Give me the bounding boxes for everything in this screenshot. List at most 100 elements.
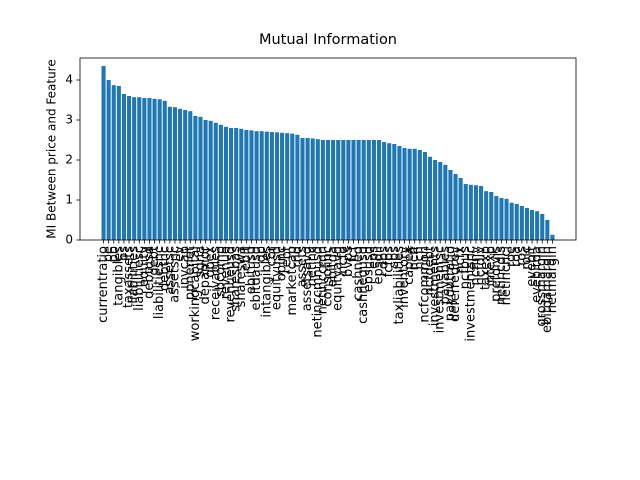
x-tick-label: cashnequsd	[356, 246, 371, 324]
x-tick-label: netmargin	[545, 246, 560, 313]
bar	[305, 138, 310, 240]
bar	[458, 178, 463, 240]
bar	[193, 116, 198, 240]
x-tick-label: ncfo	[336, 246, 351, 274]
x-tick-label: cashneq	[351, 246, 366, 301]
bar	[540, 214, 545, 240]
bar	[300, 138, 305, 240]
bar	[218, 124, 223, 240]
bar	[366, 140, 371, 240]
x-tick-label: gp	[254, 246, 269, 263]
y-axis-label: MI Between price and Feature	[45, 59, 59, 238]
x-tick-label: inventory	[397, 246, 412, 308]
x-tick-label: netinc	[305, 246, 320, 286]
bar	[229, 128, 234, 240]
x-tick-label: eps	[366, 246, 381, 269]
x-tick-label: ebitdamargin	[540, 246, 555, 333]
x-tick-label: equityavg	[331, 246, 346, 311]
x-tick-label: evebit	[525, 246, 540, 287]
bar	[213, 122, 218, 240]
x-tick-label: sbcomp	[213, 246, 228, 297]
x-tick-label: depamor	[198, 245, 213, 304]
x-tick-label: ev	[173, 246, 188, 262]
bar	[397, 146, 402, 240]
bar	[290, 133, 295, 240]
x-tick-label: cor	[264, 245, 279, 266]
x-tick-label: ncfdebt	[423, 246, 438, 296]
bar	[152, 98, 157, 240]
x-tick-label: sps	[387, 246, 402, 268]
bar	[402, 148, 407, 240]
bar	[234, 128, 239, 240]
bar	[524, 208, 529, 240]
x-tick-label: investments	[428, 246, 443, 326]
x-tick-label: tangibles	[111, 246, 126, 306]
bar	[463, 184, 468, 240]
bar	[484, 191, 489, 240]
x-tick-label: ebitusd	[244, 246, 259, 294]
bar	[422, 152, 427, 240]
bar	[489, 192, 494, 240]
x-tick-label: debtnc	[157, 246, 172, 291]
bar	[310, 138, 315, 240]
x-tick-label: payoutratio	[443, 246, 458, 321]
bar	[417, 150, 422, 240]
bar	[198, 116, 203, 240]
bar	[336, 140, 341, 240]
bar	[407, 148, 412, 240]
x-tick-label: receivables	[208, 246, 223, 320]
bar	[147, 98, 152, 240]
bar	[433, 160, 438, 240]
x-tick-label: deferredrev	[448, 246, 463, 322]
bar	[315, 139, 320, 240]
bar	[535, 211, 540, 240]
x-tick-label: roe	[504, 246, 519, 267]
bar	[453, 174, 458, 240]
bar	[473, 185, 478, 240]
bar	[142, 98, 147, 240]
bar	[280, 132, 285, 240]
x-tick-label: invcap	[178, 246, 193, 289]
x-tick-label: ncfcommon	[417, 246, 432, 323]
bar	[137, 97, 142, 240]
x-tick-label: taxexp	[479, 246, 494, 290]
x-tick-label: ncfinv	[468, 246, 483, 286]
bar	[106, 80, 111, 240]
x-tick-label: assets	[295, 246, 310, 288]
y-tick-label: 1	[65, 193, 73, 207]
bar	[346, 140, 351, 240]
bar	[208, 120, 213, 240]
bar	[499, 198, 504, 240]
x-tick-label: netincnci	[499, 246, 514, 305]
x-tick-label: liabilities	[127, 246, 142, 304]
x-tick-label: debt	[147, 246, 162, 276]
x-tick-label: shareswa	[234, 246, 249, 307]
bar	[295, 134, 300, 240]
bar	[285, 133, 290, 240]
bar	[341, 140, 346, 240]
bar	[331, 140, 336, 240]
bar	[249, 130, 254, 240]
x-tick-label: taxassets	[122, 246, 137, 308]
x-tick-label: intexp	[484, 246, 499, 287]
x-tick-label: pe	[101, 246, 116, 262]
x-tick-label: revenueusd	[224, 246, 239, 323]
x-tick-label: bvps	[341, 246, 356, 277]
x-tick-label: netinccmnusd	[310, 246, 325, 338]
bar	[371, 140, 376, 240]
x-tick-label: payables	[438, 246, 453, 305]
x-tick-label: ncff	[407, 245, 422, 270]
x-tick-label: equityusd	[269, 246, 284, 310]
bar	[259, 131, 264, 240]
x-tick-label: ros	[514, 246, 529, 266]
x-tick-label: taxliabilities	[392, 246, 407, 325]
x-tick-label: roa	[509, 246, 524, 267]
bar	[438, 162, 443, 240]
bar	[412, 148, 417, 240]
bar	[356, 140, 361, 240]
bar	[203, 120, 208, 240]
x-tick-label: capex	[402, 246, 417, 285]
x-tick-label: currentratio	[96, 246, 111, 323]
x-tick-label: investmentsnc	[463, 246, 478, 342]
